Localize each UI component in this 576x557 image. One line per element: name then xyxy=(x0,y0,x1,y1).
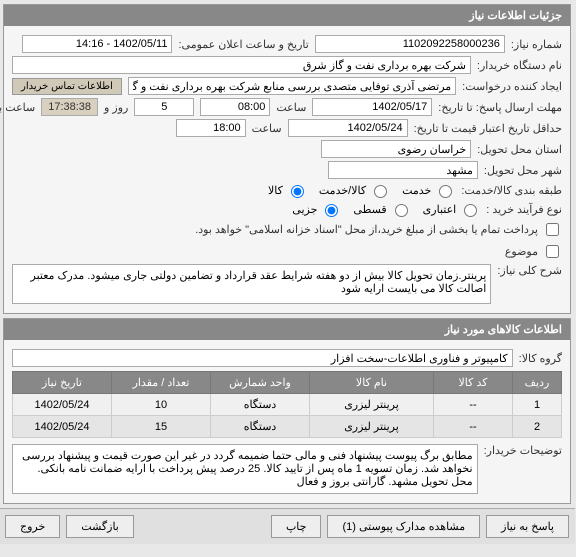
items-table: ردیفکد کالانام کالاواحد شمارشتعداد / مقد… xyxy=(13,371,563,438)
req-number-input[interactable] xyxy=(316,35,506,53)
attachments-button[interactable]: مشاهده مدارک پیوستی (1) xyxy=(328,515,481,538)
table-header: تعداد / مقدار xyxy=(113,372,212,394)
radio-both[interactable]: کالا/خدمت xyxy=(320,182,391,198)
days-count-input[interactable] xyxy=(135,98,195,116)
credit-date-input[interactable] xyxy=(289,119,409,137)
notes-label: توضیحات خریدار: xyxy=(485,444,563,457)
notes-text: مطابق برگ پیوست پیشنهاد فنی و مالی حتما … xyxy=(13,444,479,494)
countdown-display: 17:38:38 xyxy=(42,98,99,116)
table-cell: 2 xyxy=(514,416,563,438)
table-header: ردیف xyxy=(514,372,563,394)
table-cell: -- xyxy=(435,394,514,416)
table-cell: 10 xyxy=(113,394,212,416)
details-panel: جزئیات اطلاعات نیاز شماره نیاز: تاریخ و … xyxy=(4,4,572,314)
desc-text: پرینتر.زمان تحویل کالا بیش از دو هفته شر… xyxy=(13,264,492,304)
purchase-type-radio-group: اعتباری قسطی جزیی xyxy=(293,201,481,217)
announce-input[interactable] xyxy=(23,35,173,53)
table-header: نام کالا xyxy=(311,372,435,394)
purchase-type-label: نوع فرآیند خرید : xyxy=(487,203,563,216)
payment-note: پرداخت تمام یا بخشی از مبلغ خرید،از محل … xyxy=(196,223,539,236)
deadline-label: مهلت ارسال پاسخ: تا تاریخ: xyxy=(439,101,563,114)
table-cell: 1 xyxy=(514,394,563,416)
table-header: کد کالا xyxy=(435,372,514,394)
city-input[interactable] xyxy=(329,161,479,179)
details-panel-title: جزئیات اطلاعات نیاز xyxy=(5,5,571,26)
attached-checkbox[interactable] xyxy=(547,245,560,258)
items-panel: اطلاعات کالاهای مورد نیاز گروه کالا: ردی… xyxy=(4,318,572,504)
back-button[interactable]: بازگشت xyxy=(67,515,135,538)
credit-label: حداقل تاریخ اعتبار قیمت تا تاریخ: xyxy=(415,122,563,135)
table-row[interactable]: 2--پرینتر لیزریدستگاه151402/05/24 xyxy=(14,416,563,438)
days-and-label: روز و xyxy=(105,101,129,114)
table-cell: پرینتر لیزری xyxy=(311,394,435,416)
table-cell: دستگاه xyxy=(212,394,311,416)
creator-input[interactable] xyxy=(129,77,457,95)
deadline-date-input[interactable] xyxy=(313,98,433,116)
service-class-radio-group: خدمت کالا/خدمت کالا xyxy=(269,182,456,198)
table-cell: -- xyxy=(435,416,514,438)
table-cell: 1402/05/24 xyxy=(14,416,113,438)
radio-service[interactable]: خدمت xyxy=(403,182,456,198)
exit-button[interactable]: خروج xyxy=(6,515,61,538)
group-input[interactable] xyxy=(13,349,514,367)
credit-time-input[interactable] xyxy=(177,119,247,137)
table-cell: پرینتر لیزری xyxy=(311,416,435,438)
table-row[interactable]: 1--پرینتر لیزریدستگاه101402/05/24 xyxy=(14,394,563,416)
buyer-input[interactable] xyxy=(13,56,472,74)
creator-label: ایجاد کننده درخواست: xyxy=(463,80,563,93)
province-input[interactable] xyxy=(322,140,472,158)
buyer-label: نام دستگاه خریدار: xyxy=(478,59,563,72)
table-header: واحد شمارش xyxy=(212,372,311,394)
radio-credit[interactable]: اعتباری xyxy=(424,201,482,217)
announce-label: تاریخ و ساعت اعلان عمومی: xyxy=(179,38,309,51)
province-label: استان محل تحویل: xyxy=(478,143,563,156)
deadline-time-input[interactable] xyxy=(201,98,271,116)
time-label-2: ساعت xyxy=(253,122,283,135)
time-label-1: ساعت xyxy=(277,101,307,114)
table-header: تاریخ نیاز xyxy=(14,372,113,394)
radio-partial[interactable]: جزیی xyxy=(293,201,342,217)
desc-label: شرح کلی نیاز: xyxy=(498,264,563,277)
city-label: شهر محل تحویل: xyxy=(485,164,563,177)
group-label: گروه کالا: xyxy=(520,352,563,365)
items-panel-body: گروه کالا: ردیفکد کالانام کالاواحد شمارش… xyxy=(5,340,571,503)
print-button[interactable]: چاپ xyxy=(272,515,323,538)
table-cell: 15 xyxy=(113,416,212,438)
items-panel-title: اطلاعات کالاهای مورد نیاز xyxy=(5,319,571,340)
payment-checkbox[interactable] xyxy=(547,223,560,236)
remaining-label: ساعت باقی مانده xyxy=(0,101,36,114)
req-number-label: شماره نیاز: xyxy=(512,38,563,51)
radio-installment[interactable]: قسطی xyxy=(354,201,411,217)
attached-label: موضوع xyxy=(506,245,539,258)
table-cell: دستگاه xyxy=(212,416,311,438)
table-cell: 1402/05/24 xyxy=(14,394,113,416)
footer-buttons: پاسخ به نیاز مشاهده مدارک پیوستی (1) چاپ… xyxy=(0,508,576,544)
details-panel-body: شماره نیاز: تاریخ و ساعت اعلان عمومی: نا… xyxy=(5,26,571,313)
service-class-label: طبقه بندی کالا/خدمت: xyxy=(462,184,563,197)
contact-buyer-button[interactable]: اطلاعات تماس خریدار xyxy=(13,78,123,95)
respond-button[interactable]: پاسخ به نیاز xyxy=(487,515,570,538)
radio-goods[interactable]: کالا xyxy=(269,182,308,198)
